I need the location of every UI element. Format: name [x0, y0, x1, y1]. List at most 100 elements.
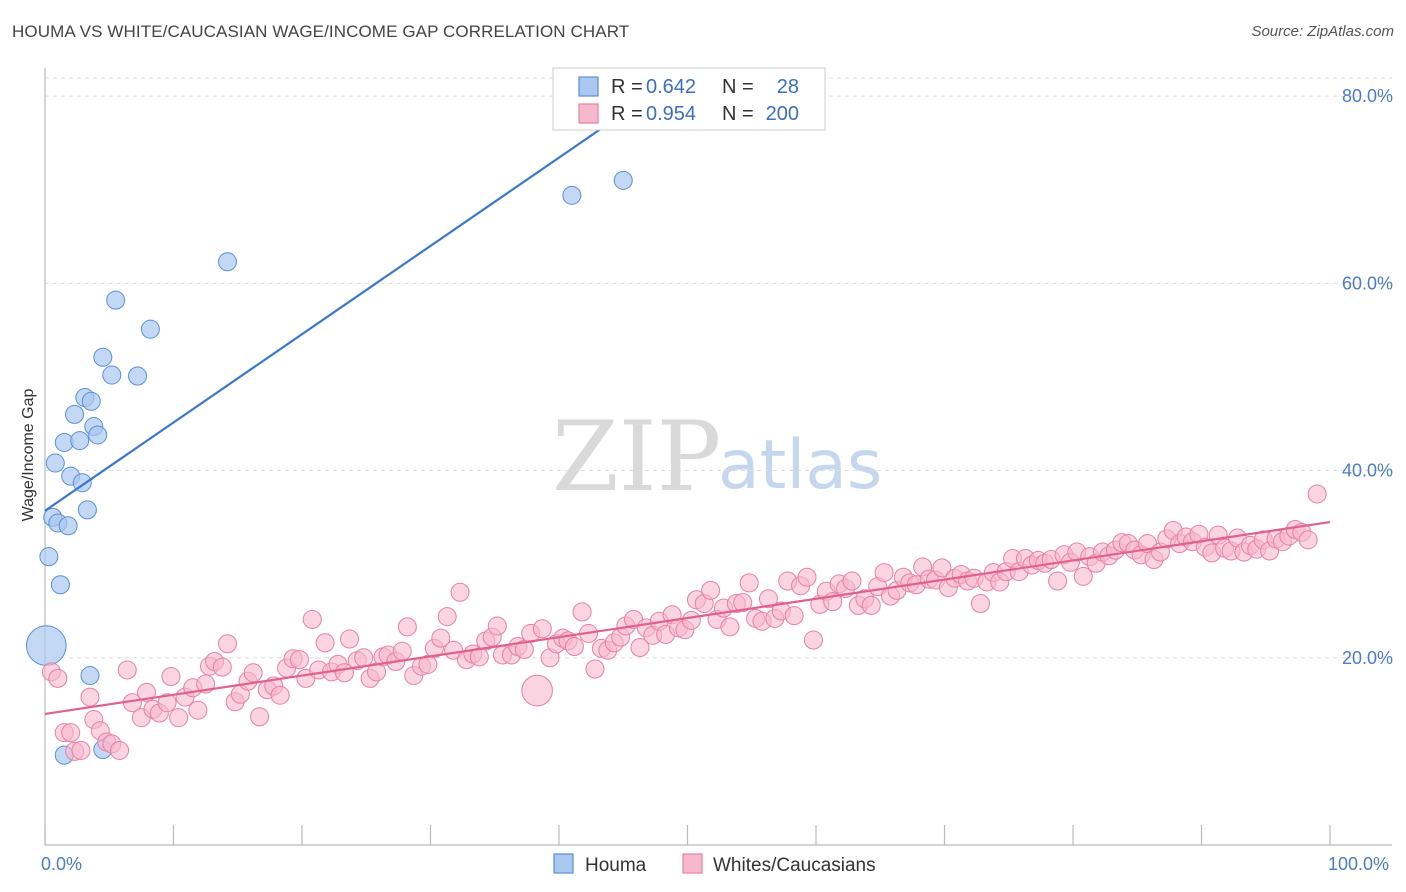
- x-tick-label-0: 0.0%: [41, 854, 82, 874]
- houma-point-19: [102, 365, 122, 385]
- whites-point-118: [797, 567, 817, 587]
- whites-point-100: [681, 610, 701, 630]
- whites-point-161: [1073, 566, 1093, 586]
- whites-point-18: [157, 693, 177, 713]
- whites-point-36: [270, 685, 290, 705]
- whites-point-47: [340, 629, 360, 649]
- whites-point-64: [450, 582, 470, 602]
- houma-point-13: [77, 500, 97, 520]
- watermark-atlas: atlas: [718, 426, 882, 505]
- watermark-zip: ZIP: [552, 401, 721, 513]
- whites-point-33: [250, 707, 270, 727]
- houma-point-23: [217, 252, 237, 272]
- houma-point-22: [140, 319, 160, 339]
- whites-point-27: [212, 657, 232, 677]
- axis-layer: 20.0% 40.0% 60.0% 80.0% 0.0% 100.0%: [41, 68, 1393, 874]
- whites-point-12: [117, 660, 137, 680]
- houma-point-5: [50, 575, 70, 595]
- whites-point-103: [701, 580, 721, 600]
- whites-point-130: [874, 563, 894, 583]
- y-tick-label-2: 60.0%: [1342, 273, 1393, 293]
- whites-point-62: [437, 607, 457, 627]
- y-axis-label: Wage/Income Gap: [20, 389, 37, 522]
- houma-point-14: [80, 666, 100, 686]
- whites-point-49: [354, 648, 374, 668]
- legend-r-label-houma: R =: [611, 76, 643, 98]
- whites-point-106: [720, 617, 740, 637]
- bottom-legend-label-whites: Whites/Caucasians: [713, 855, 876, 876]
- legend-r-label-whites: R =: [611, 103, 643, 125]
- x-tick-label-1: 100.0%: [1328, 854, 1389, 874]
- whites-point-23: [188, 700, 208, 720]
- whites-point-82: [564, 637, 584, 657]
- legend-n-label-whites: N =: [722, 103, 754, 125]
- chart-title: HOUMA VS WHITE/CAUCASIAN WAGE/INCOME GAP…: [12, 22, 630, 41]
- whites-point-5: [71, 740, 91, 760]
- legend-swatch-houma: [578, 76, 599, 97]
- houma-point-10: [70, 431, 90, 451]
- y-tick-label-0: 20.0%: [1342, 648, 1393, 668]
- houma-point-15: [81, 391, 101, 411]
- whites-point-11: [110, 740, 130, 760]
- whites-point-15: [137, 682, 157, 702]
- grid-layer: [45, 77, 1392, 659]
- bottom-legend-label-houma: Houma: [585, 855, 647, 876]
- whites-point-139: [932, 558, 952, 578]
- whites-point-119: [803, 630, 823, 650]
- bottom-legend: Houma Whites/Caucasians: [553, 853, 876, 876]
- bottom-legend-swatch-houma: [553, 853, 574, 874]
- houma-point-9: [65, 404, 85, 424]
- whites-point-76: [521, 674, 553, 707]
- whites-point-70: [487, 616, 507, 636]
- whites-point-28: [217, 634, 237, 654]
- houma-trend-line: [44, 90, 656, 512]
- houma-point-3: [45, 453, 65, 473]
- whites-point-56: [397, 617, 417, 637]
- houma-point-20: [106, 290, 126, 310]
- points-layer: [25, 170, 1327, 765]
- whites-point-32: [243, 663, 263, 683]
- whites-point-112: [758, 589, 778, 609]
- whites-point-116: [784, 606, 804, 626]
- houma-point-17: [88, 425, 108, 445]
- whites-point-61: [431, 628, 451, 648]
- whites-point-92: [630, 637, 650, 657]
- legend-r-value-houma: 0.642: [646, 76, 696, 98]
- houma-point-1: [39, 547, 59, 567]
- whites-point-19: [161, 666, 181, 686]
- legend-box: R = 0.642 N = 28 R = 0.954 N = 200: [552, 67, 826, 131]
- trend-layer: [44, 90, 1331, 716]
- y-tick-label-3: 80.0%: [1342, 86, 1393, 106]
- legend-n-value-whites: 200: [766, 103, 799, 125]
- whites-point-125: [842, 571, 862, 591]
- whites-point-109: [739, 573, 759, 593]
- houma-point-21: [128, 366, 148, 386]
- whites-point-1: [48, 668, 68, 688]
- y-tick-label-1: 40.0%: [1342, 461, 1393, 481]
- whites-point-3: [61, 723, 81, 743]
- whites-point-108: [733, 593, 753, 613]
- legend-swatch-whites: [578, 103, 599, 124]
- whites-point-55: [392, 641, 412, 661]
- whites-point-85: [585, 659, 605, 679]
- bottom-legend-swatch-whites: [682, 853, 703, 874]
- whites-point-39: [289, 650, 309, 670]
- whites-point-83: [572, 602, 592, 622]
- whites-point-41: [302, 609, 322, 629]
- houma-point-25: [613, 170, 633, 190]
- legend-n-label-houma: N =: [722, 76, 754, 98]
- whites-point-63: [444, 640, 464, 660]
- whites-point-157: [1048, 571, 1068, 591]
- whites-point-6: [80, 687, 100, 707]
- legend-r-value-whites: 0.954: [646, 103, 696, 125]
- chart-source: Source: ZipAtlas.com: [1251, 23, 1394, 40]
- whites-point-43: [315, 633, 335, 653]
- legend-n-value-houma: 28: [777, 76, 799, 98]
- whites-trend-line: [44, 520, 1331, 716]
- houma-point-7: [58, 516, 78, 536]
- whites-point-145: [970, 593, 990, 613]
- houma-point-0: [25, 625, 67, 666]
- whites-point-77: [532, 619, 552, 639]
- houma-point-24: [562, 185, 582, 205]
